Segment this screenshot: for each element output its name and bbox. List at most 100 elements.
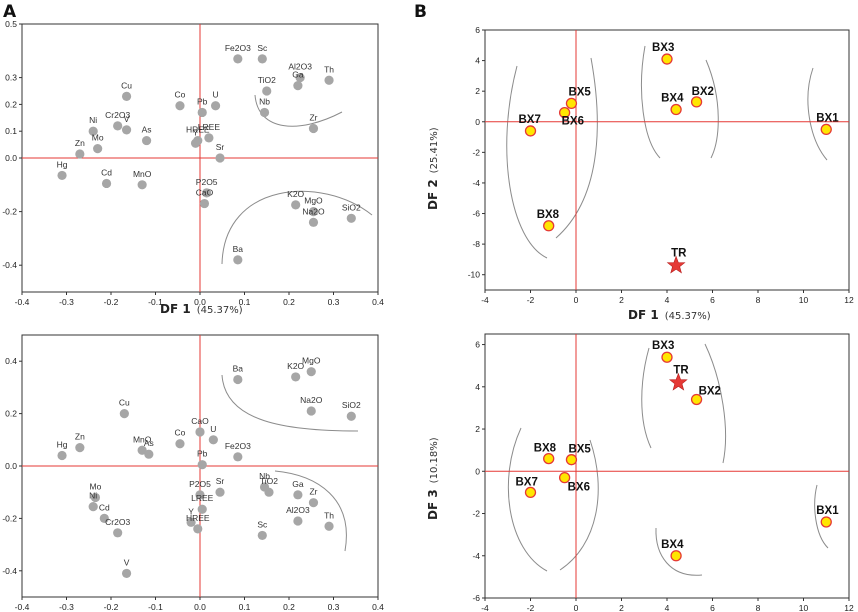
point-sc [257,54,267,64]
sample-marker-bx7 [524,125,537,137]
plot-a-top: -0.4 -0.3 -0.2 -0.1 0.0 0.1 0.2 0.3 0.4 -0.4 -0.2 0… [2,19,384,307]
point-label-na2o: Na2O [300,395,323,405]
y-tick-label: 4 [475,382,480,392]
panel-letter-a: A [3,2,17,22]
y-tick-label: 0.1 [5,126,17,136]
point-ni [88,502,98,512]
x-tick-label: 6 [710,295,715,305]
point-label-sio2: SiO2 [342,400,361,410]
point-cr2o3 [113,528,123,538]
x-tick-label: -0.1 [148,602,163,612]
point-label-zr: Zr [309,113,317,123]
sample-marker-bx3 [661,351,673,363]
y-tick-label: -4 [472,178,480,188]
plot-a-bottom: -0.4 -0.3 -0.2 -0.1 0.0 0.1 0.2 0.3 0.4 -0.4 -0.2 0… [2,334,384,612]
point-label-zr: Zr [309,487,317,497]
point-label-ni: Ni [89,491,97,501]
point-sio2 [346,213,356,223]
point-label-ga: Ga [292,70,304,80]
sample-label-bx6: BX6 [562,116,584,128]
x-tick-label: -2 [527,295,535,305]
point-label-al2o3: Al2O3 [288,62,312,72]
point-label-ba: Ba [233,364,244,374]
group-curve [807,67,828,161]
point-lree [197,504,207,514]
x-tick-label: -0.3 [59,602,74,612]
point-label-mo: Mo [90,481,102,491]
point-as [144,449,154,459]
point-label-tio2: TiO2 [258,75,276,85]
sample-marker-bx5 [565,454,578,466]
x-tick-label: 0.0 [194,297,206,307]
sample-label-bx4: BX4 [661,539,684,551]
point-cao [199,198,210,209]
sample-marker-tr [666,255,686,274]
point-label-p2o5: P2O5 [189,479,211,489]
point-mo [90,492,101,503]
point-v [121,568,132,579]
point-hg [57,170,67,181]
sample-label-bx8: BX8 [534,443,557,455]
panel-letter-b: B [414,2,427,22]
point-th [324,75,334,85]
point-ni [88,126,98,136]
sample-label-bx1: BX1 [816,505,839,517]
point-cu [121,91,132,101]
x-tick-label: 0 [574,295,579,305]
point-label-pb: Pb [197,449,208,459]
point-zr [308,498,319,508]
point-label-u: U [213,90,219,100]
point-label-cu: Cu [119,398,130,408]
point-label-th: Th [324,64,334,74]
x-axis-label-b-top: DF 1 (45.37%) [628,308,711,322]
y-tick-label: 0.4 [5,356,17,366]
point-pb [197,107,207,118]
y-tick-label: 0.2 [5,409,17,419]
point-label-lree: LREE [198,122,221,132]
point-co [175,439,185,449]
point-sc [257,530,267,541]
point-label-cao: CaO [196,188,214,198]
sample-marker-bx4 [670,103,682,116]
y-tick-label: 6 [475,25,480,35]
point-label-nb: Nb [259,471,270,481]
point-label-hg: Hg [57,440,68,450]
sample-label-bx3: BX3 [652,42,674,54]
point-label-as: As [142,125,152,135]
point-label-sc: Sc [257,519,268,529]
point-label-cd: Cd [99,502,110,512]
point-cd [99,513,109,524]
x-tick-label: -2 [527,603,535,612]
point-label-fe2o3: Fe2O3 [225,441,251,451]
x-tick-label: 0 [574,603,579,612]
point-label-p2o5: P2O5 [196,177,218,187]
x-tick-label: 4 [665,295,670,305]
sample-marker-bx6 [558,106,571,119]
y-tick-label: -10 [468,270,481,280]
point-th [324,521,334,531]
point-zr [308,123,319,134]
x-tick-label: 10 [799,295,809,305]
point-label-cr2o3: Cr2O3 [105,517,130,527]
point-hree [193,524,203,534]
plot-frame [484,333,850,599]
sample-label-bx1: BX1 [816,112,839,124]
point-label-y: Y [188,506,194,516]
point-label-sc: Sc [257,43,268,53]
group-curve [221,190,373,265]
x-tick-label: 0.1 [239,297,251,307]
group-curve [506,65,548,259]
y-tick-label: -2 [472,509,480,519]
point-label-sr: Sr [216,476,225,486]
x-tick-label: 0.3 [328,602,340,612]
sample-label-bx5: BX5 [568,444,591,456]
y-tick-label: 0 [475,466,480,476]
y-tick-label: 0.0 [5,153,17,163]
x-tick-label: -4 [481,295,489,305]
sample-marker-tr [668,372,688,391]
plot-b-bottom: -4 -2 0 2 4 6 8 10 12-6-4-20246BX1BX2BX3BX4BX5BX… [472,333,854,612]
point-label-hree: HREE [186,513,210,523]
sample-label-bx6: BX6 [568,482,590,494]
point-label-sr: Sr [216,142,225,152]
group-curve [274,470,347,552]
